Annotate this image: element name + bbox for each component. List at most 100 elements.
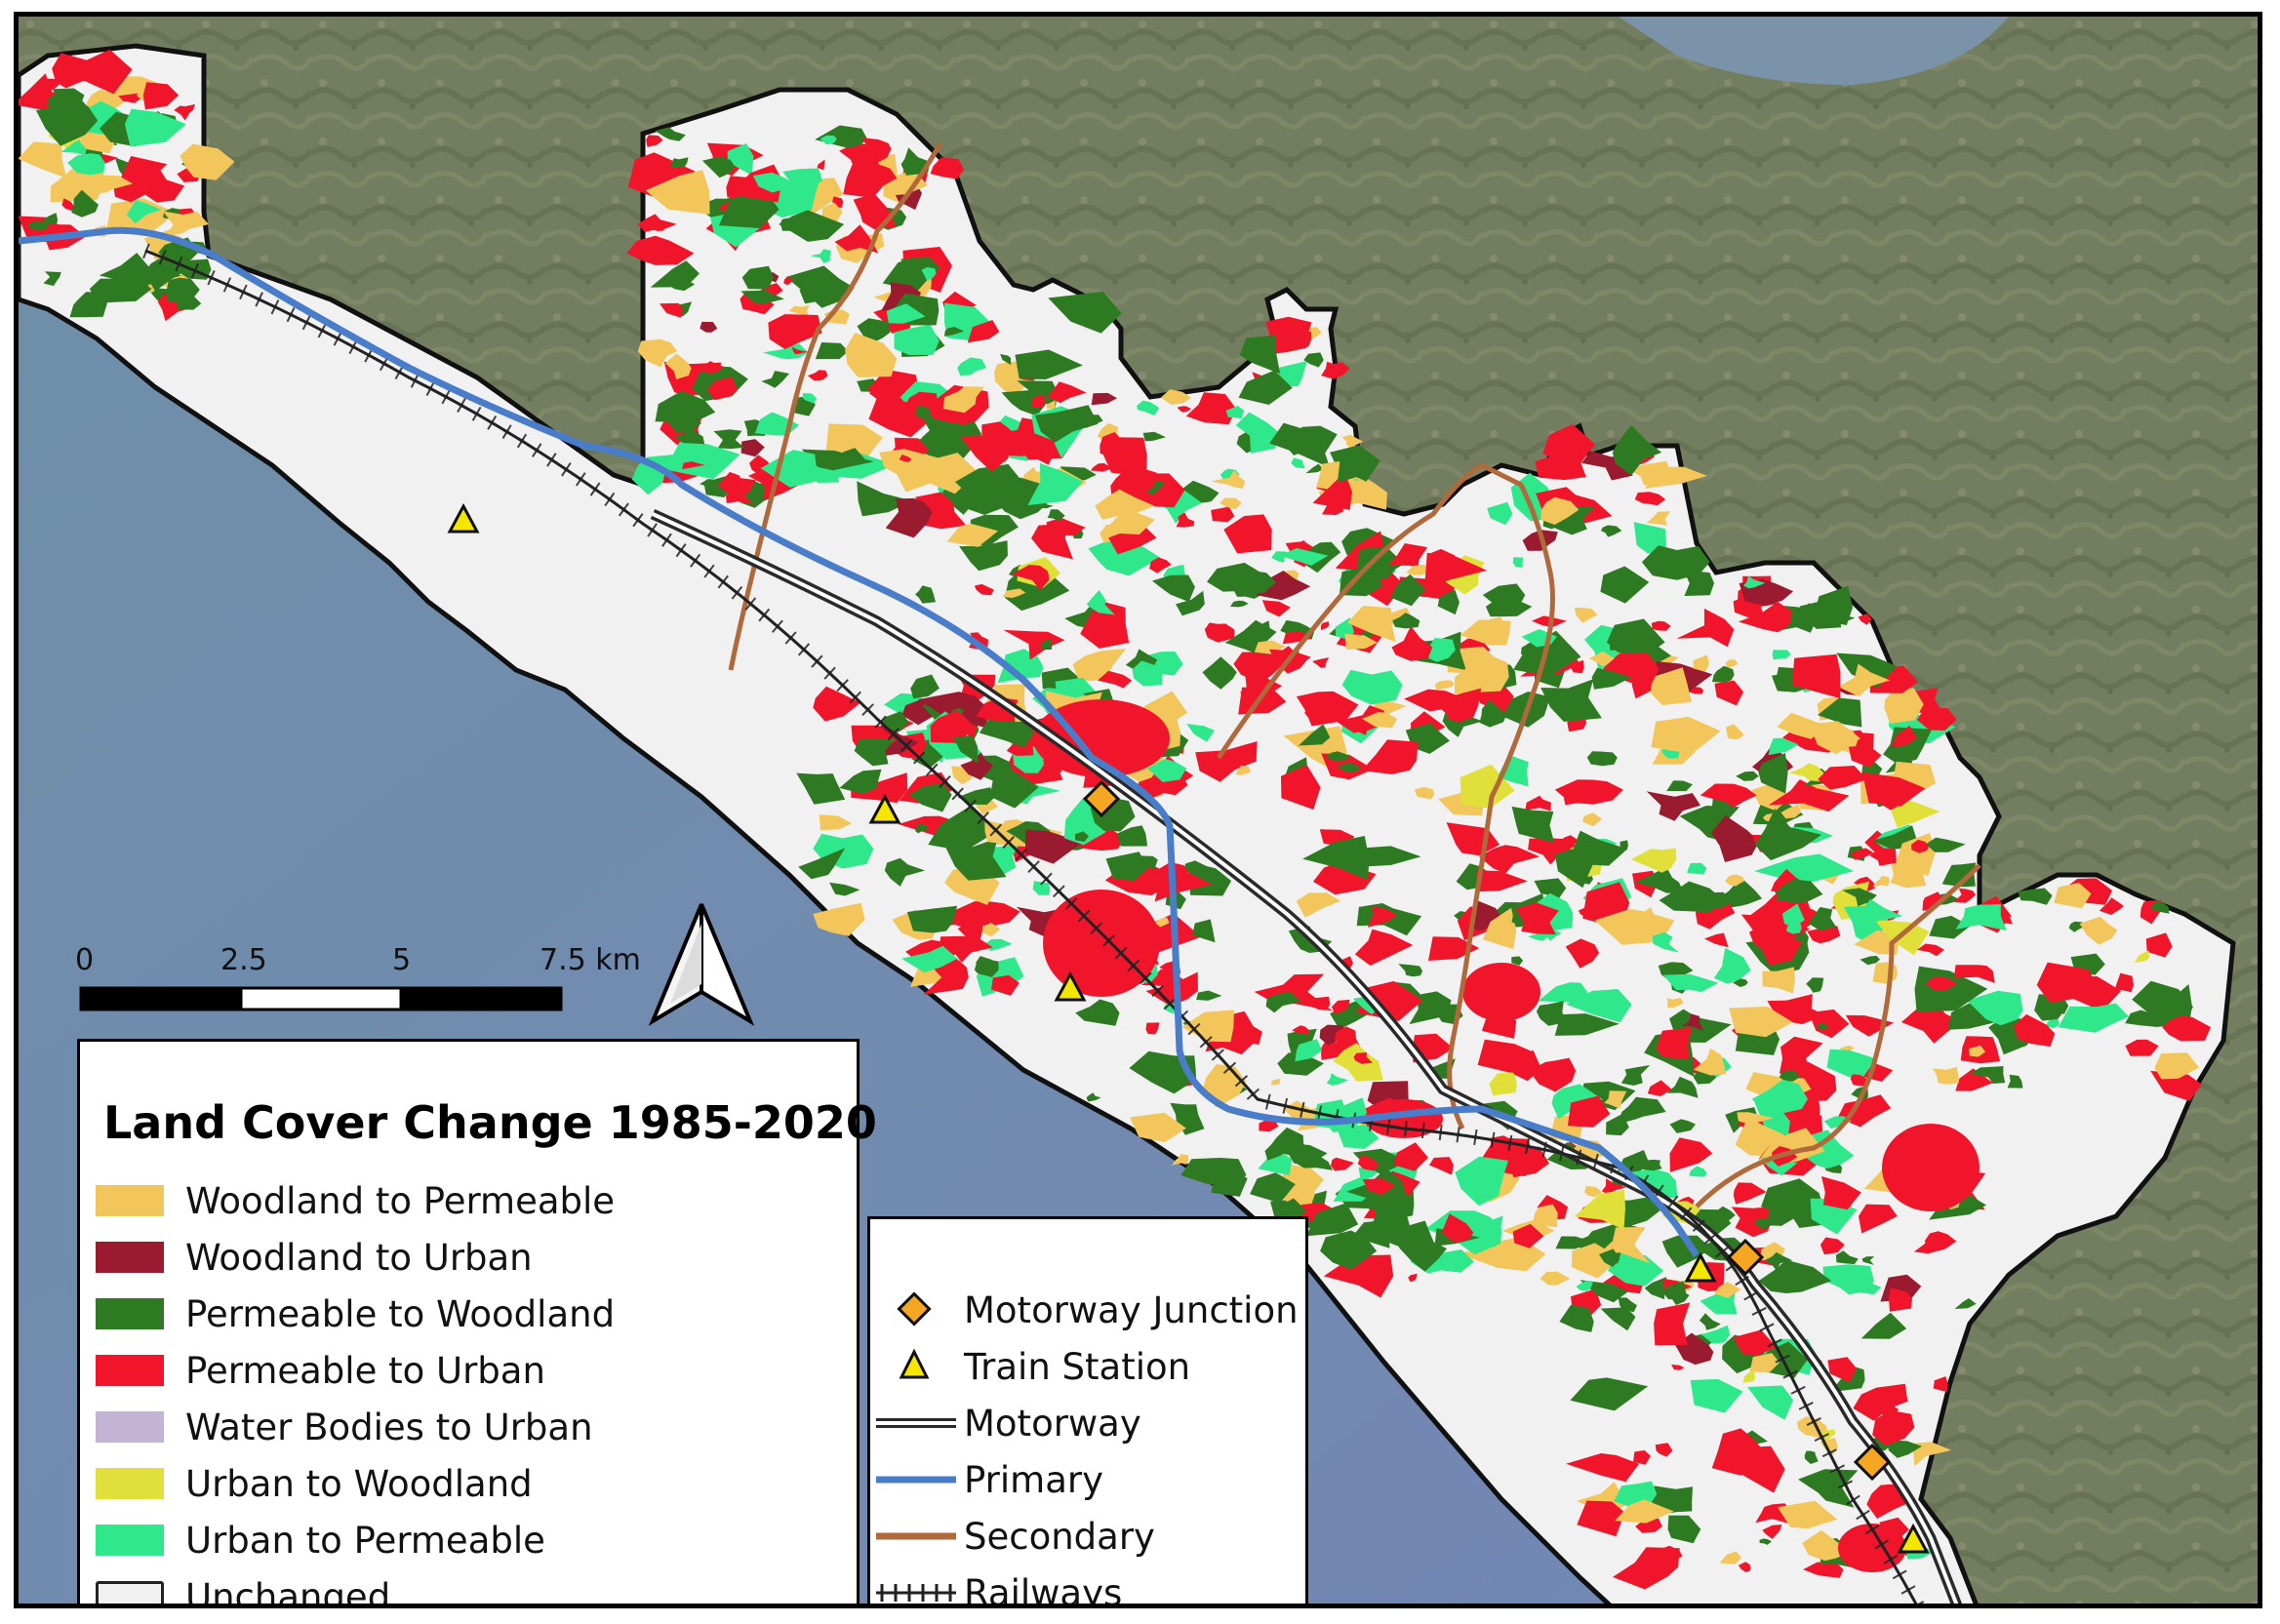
motorway-junction	[1082, 779, 1121, 818]
change-patch	[1967, 990, 2023, 1026]
change-patch	[1261, 600, 1291, 617]
change-patch	[1555, 1236, 1593, 1249]
change-patch	[1487, 501, 1513, 526]
change-patch	[52, 88, 91, 110]
change-patch	[1180, 1158, 1247, 1186]
north-arrow-icon	[648, 903, 755, 1026]
change-patch	[820, 135, 837, 145]
change-patch	[1969, 1045, 1985, 1057]
change-patch	[1295, 1039, 1323, 1062]
map-frame: 0 2.5 5 7.5 km Land Cover Change 1985-20…	[14, 12, 2262, 1608]
change-patch	[2167, 984, 2192, 1025]
change-patch	[991, 974, 1020, 996]
change-patch	[1929, 915, 1971, 939]
change-patch	[1646, 791, 1700, 821]
change-patch	[740, 290, 784, 304]
change-patch	[1130, 1112, 1186, 1143]
change-patch	[1235, 765, 1252, 775]
change-patch	[1140, 855, 1158, 870]
change-patch	[1838, 663, 1891, 696]
change-patch	[1391, 625, 1433, 661]
change-patch	[1776, 879, 1823, 903]
change-patch	[1320, 1230, 1378, 1270]
scale-label-2-5: 2.5	[220, 943, 267, 977]
change-patch	[779, 210, 845, 242]
change-patch	[788, 304, 810, 316]
change-patch	[1711, 815, 1760, 862]
change-patch	[740, 439, 765, 457]
change-patch	[1271, 551, 1287, 563]
change-patch	[1512, 1223, 1544, 1248]
change-patch	[1652, 931, 1679, 953]
change-patch	[930, 710, 974, 743]
change-patch	[1116, 825, 1148, 847]
change-patch	[664, 441, 740, 480]
change-patch	[1655, 1443, 1673, 1457]
change-patch	[650, 260, 700, 288]
change-patch	[1806, 977, 1824, 993]
change-patch	[817, 159, 825, 171]
change-patch	[1682, 687, 1704, 694]
change-patch	[1689, 1166, 1707, 1177]
change-patch	[1047, 509, 1065, 521]
change-patch	[1772, 650, 1791, 660]
change-patch	[1277, 1052, 1324, 1076]
change-patch	[960, 752, 993, 780]
change-patch	[162, 211, 209, 237]
change-patch	[1155, 917, 1170, 928]
change-patch	[1031, 523, 1073, 560]
change-patch	[1864, 830, 1898, 866]
change-patch	[1891, 726, 1917, 747]
change-patch	[1508, 1146, 1549, 1178]
change-patch	[1108, 525, 1157, 555]
change-patch	[1532, 1204, 1558, 1228]
legend-item: Woodland to Permeable	[96, 1174, 615, 1227]
change-patch	[1441, 1213, 1474, 1244]
change-patch	[1460, 764, 1515, 809]
change-patch	[1842, 888, 1877, 907]
change-patch	[637, 214, 677, 232]
train-station	[1684, 1251, 1717, 1283]
change-patch	[1554, 1013, 1620, 1036]
lake	[1619, 17, 2009, 85]
change-patch	[1817, 1023, 1828, 1031]
change-patch	[1733, 1329, 1777, 1356]
change-patch	[1818, 697, 1862, 728]
change-patch	[1075, 999, 1120, 1026]
change-patch	[1762, 967, 1795, 994]
change-patch	[1305, 463, 1324, 474]
change-patch	[1489, 1071, 1517, 1096]
legend-label: Urban to Permeable	[185, 1519, 545, 1562]
change-patch	[2007, 1074, 2023, 1089]
change-patch	[1475, 684, 1514, 716]
change-patch	[1290, 331, 1312, 350]
change-patch	[957, 787, 995, 805]
change-patch	[1736, 771, 1759, 781]
change-patch	[1361, 739, 1419, 774]
change-patch	[1804, 1450, 1819, 1464]
scale-label-7-5: 7.5 km	[540, 943, 641, 977]
change-patch	[1540, 1271, 1571, 1286]
change-patch	[1580, 1280, 1628, 1303]
change-patch	[2151, 901, 2170, 914]
legend-item: Secondary	[870, 1510, 1155, 1563]
change-patch	[1270, 1078, 1281, 1086]
railway-icon	[870, 1566, 958, 1604]
urban-expansion-patch	[1043, 890, 1160, 997]
change-patch	[1296, 691, 1359, 727]
change-patch	[894, 324, 940, 355]
change-patch	[903, 391, 939, 416]
change-patch	[1582, 812, 1602, 827]
change-patch	[2079, 916, 2118, 945]
change-patch	[1105, 852, 1148, 882]
change-patch	[1737, 1112, 1774, 1125]
change-patch	[1809, 721, 1860, 755]
change-patch	[959, 540, 1008, 572]
change-patch	[1278, 361, 1307, 387]
change-patch	[1914, 966, 1988, 1012]
change-patch	[1233, 652, 1284, 684]
change-patch	[1565, 938, 1600, 969]
change-patch	[1000, 354, 1012, 366]
change-patch	[1369, 1201, 1410, 1247]
scale-label-0: 0	[75, 943, 95, 977]
